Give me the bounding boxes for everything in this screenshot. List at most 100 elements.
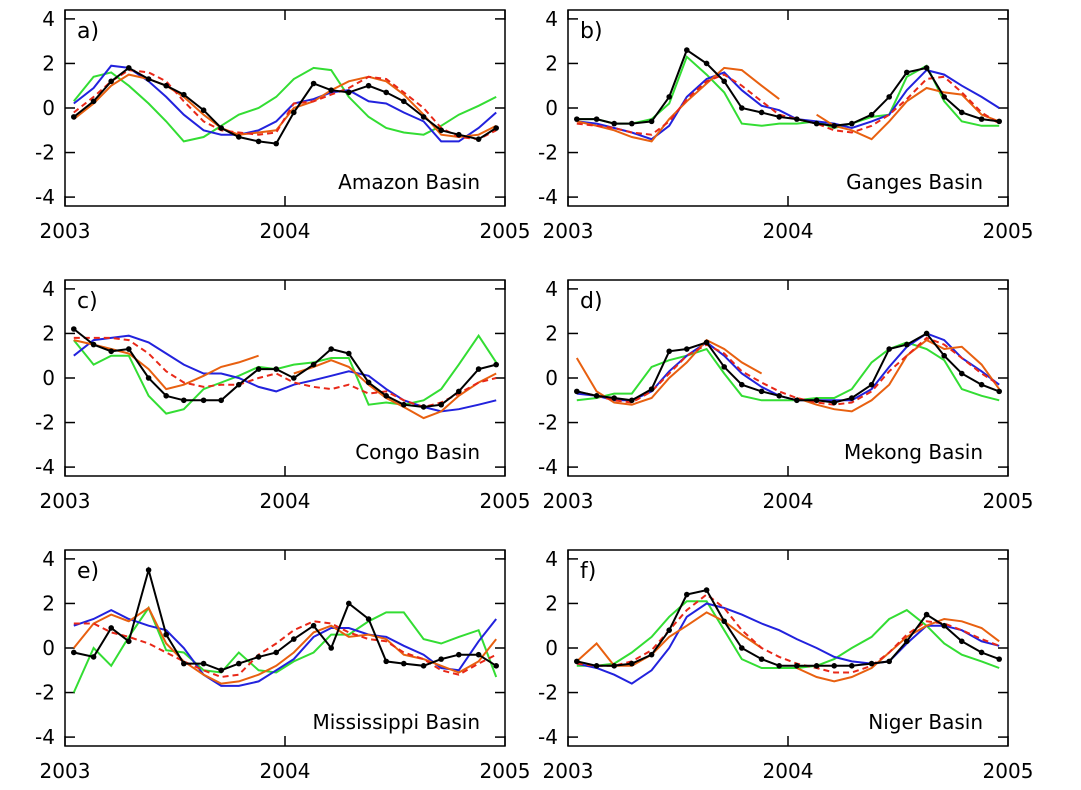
data-point	[739, 105, 745, 111]
data-point	[849, 663, 855, 669]
x-tick-label: 2003	[40, 489, 91, 513]
data-point	[794, 397, 800, 404]
data-point	[420, 404, 427, 410]
data-point	[346, 89, 352, 96]
data-point	[163, 631, 169, 638]
data-point	[574, 658, 580, 665]
data-point	[108, 625, 114, 631]
data-point	[145, 567, 152, 573]
y-tick-label: 2	[545, 51, 558, 75]
data-point	[236, 134, 242, 140]
data-point	[236, 381, 242, 388]
data-point	[831, 663, 837, 669]
data-point	[703, 60, 710, 67]
data-point	[758, 656, 765, 662]
y-tick-label: 4	[42, 547, 55, 571]
data-point	[684, 591, 690, 598]
series-line	[73, 66, 497, 143]
y-tick-label: -4	[538, 185, 558, 209]
data-point	[794, 116, 800, 122]
data-point	[721, 618, 727, 625]
data-point	[776, 393, 782, 399]
x-tick-label: 2003	[40, 219, 91, 243]
basin-annotation: Amazon Basin	[338, 170, 480, 194]
data-point	[868, 111, 875, 118]
data-point	[438, 656, 445, 662]
plot-frame	[64, 279, 506, 477]
data-point	[108, 348, 114, 355]
data-point	[758, 388, 765, 395]
x-tick-label: 2004	[763, 489, 814, 513]
data-point	[273, 366, 280, 372]
data-point	[291, 636, 297, 642]
series-line	[576, 332, 1000, 404]
data-point	[200, 397, 207, 404]
data-point	[200, 107, 207, 114]
data-point	[493, 663, 500, 669]
data-point	[666, 94, 672, 100]
data-point	[456, 388, 462, 395]
data-point	[163, 82, 169, 89]
y-tick-label: 0	[42, 636, 55, 660]
basin-annotation: Mekong Basin	[844, 440, 983, 464]
data-point	[181, 660, 187, 667]
x-tick-label: 2003	[543, 219, 594, 243]
data-point	[108, 78, 114, 85]
data-point	[904, 638, 910, 645]
data-point	[611, 120, 617, 127]
panel: -4 -2 0 2 4 2003 2004 2005 a) Amazon Basin	[35, 7, 530, 243]
y-tick-label: 2	[42, 51, 55, 75]
data-point	[126, 638, 132, 645]
data-point	[401, 660, 407, 667]
data-point	[611, 395, 617, 401]
y-tick-label: -4	[35, 185, 55, 209]
x-tick-label: 2005	[480, 759, 531, 783]
x-tick-label: 2005	[480, 489, 531, 513]
data-point	[666, 627, 672, 633]
y-tick-label: -2	[538, 681, 558, 705]
x-tick-label: 2005	[983, 489, 1034, 513]
x-tick-label: 2005	[983, 759, 1034, 783]
y-tick-label: -2	[538, 141, 558, 165]
x-tick-label: 2005	[480, 219, 531, 243]
data-point	[291, 109, 297, 116]
y-tick-label: 4	[42, 7, 55, 31]
y-tick-label: 2	[42, 591, 55, 615]
series-line	[73, 336, 497, 409]
y-tick-label: 0	[42, 96, 55, 120]
y-tick-label: 2	[42, 321, 55, 345]
data-point	[868, 660, 875, 667]
data-point	[126, 346, 132, 352]
y-tick-label: -4	[35, 725, 55, 749]
y-tick-label: -4	[35, 455, 55, 479]
panel: -4 -2 0 2 4 2003 2004 2005 d) Mekong Basin	[538, 277, 1033, 513]
data-point	[739, 381, 745, 388]
series-line	[73, 69, 497, 141]
panel: -4 -2 0 2 4 2003 2004 2005 e) Mississippi Basin	[35, 547, 530, 783]
data-point	[849, 395, 855, 401]
data-point	[383, 393, 390, 399]
data-point	[648, 118, 655, 125]
data-point	[90, 98, 97, 105]
data-point	[401, 401, 407, 408]
data-point	[629, 120, 635, 127]
x-tick-label: 2004	[260, 759, 311, 783]
data-point	[849, 120, 855, 127]
data-point	[126, 65, 132, 71]
y-tick-label: -2	[35, 411, 55, 435]
data-point	[941, 622, 947, 629]
data-point	[255, 654, 262, 660]
series-line	[576, 588, 1000, 667]
data-point	[978, 649, 985, 656]
data-point	[593, 663, 600, 669]
data-point	[684, 346, 690, 352]
data-point	[758, 109, 765, 116]
data-point	[629, 660, 635, 667]
data-point	[978, 116, 985, 122]
data-point	[420, 114, 427, 120]
panel: -4 -2 0 2 4 2003 2004 2005 c) Congo Basin	[35, 277, 530, 513]
data-point	[255, 366, 262, 372]
data-point	[310, 361, 317, 368]
data-point	[200, 660, 207, 667]
